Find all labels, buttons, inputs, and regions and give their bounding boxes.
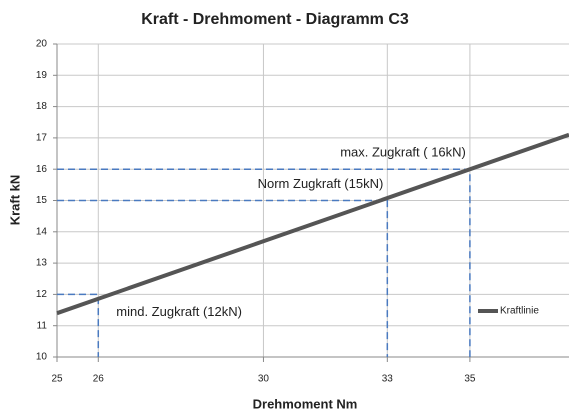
- reference-line: [57, 199, 389, 357]
- annotation-label: Norm Zugkraft (15kN): [258, 176, 384, 191]
- y-tick-label: 18: [36, 101, 48, 112]
- x-axis-label: Drehmoment Nm: [253, 396, 358, 411]
- reference-line: [57, 293, 100, 357]
- x-tick-label: 26: [93, 374, 105, 385]
- y-tick-label: 15: [36, 195, 48, 206]
- y-tick-label: 20: [36, 39, 48, 50]
- y-tick-label: 10: [36, 352, 48, 363]
- annotation-label: mind. Zugkraft (12kN): [116, 304, 242, 319]
- y-tick-label: 11: [37, 320, 48, 331]
- y-tick-label: 12: [36, 289, 48, 300]
- y-tick-label: 17: [36, 133, 48, 144]
- chart-title: Kraft - Drehmoment - Diagramm C3: [141, 11, 409, 28]
- x-tick-label: 30: [258, 374, 270, 385]
- x-tick-label: 33: [382, 374, 394, 385]
- y-tick-label: 16: [36, 164, 48, 175]
- y-tick-label: 13: [36, 258, 48, 269]
- y-axis-label: Kraft kN: [7, 175, 22, 226]
- line: [56, 132, 569, 316]
- annotation-label: max. Zugkraft ( 16kN): [340, 145, 466, 160]
- y-tick-label: 19: [36, 70, 48, 81]
- x-tick-label: 35: [464, 374, 476, 385]
- x-tick-label: 25: [51, 374, 63, 385]
- y-tick-label: 14: [36, 226, 48, 237]
- legend-label: Kraftlinie: [500, 306, 539, 317]
